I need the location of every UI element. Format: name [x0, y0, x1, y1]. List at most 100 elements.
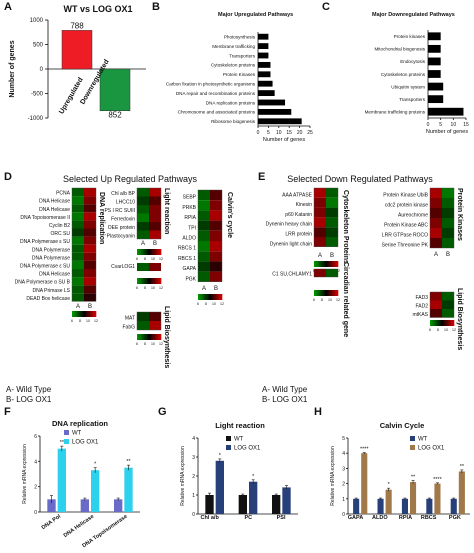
category-label: Ribosome biogenesis	[211, 119, 256, 124]
y-tick-label: 0	[40, 67, 44, 73]
colorbar-cell	[202, 294, 205, 300]
x-tick-label: Chl a/b	[200, 515, 219, 521]
x-tick-label: RBCS	[421, 515, 437, 521]
colorbar-cell	[210, 294, 212, 300]
colorbar-cell	[436, 320, 438, 326]
gene-label: p60 Katanin	[285, 212, 312, 218]
heat-cell	[149, 312, 161, 321]
data-label: 852	[108, 111, 122, 120]
colorbar-cell	[322, 261, 324, 267]
heat-cell	[210, 271, 222, 282]
colorbar-cell	[336, 261, 339, 267]
heat-cell	[149, 213, 161, 222]
significance: *	[388, 482, 391, 488]
gene-label: PGK	[185, 276, 196, 282]
gene-label: ALDO	[182, 236, 196, 242]
panel-letter-G: G	[158, 406, 167, 418]
heat-cell	[442, 208, 454, 218]
colorbar-cell	[159, 278, 162, 284]
heat-cell	[430, 188, 442, 198]
heat-cell	[210, 210, 222, 221]
colorbar-cell	[328, 261, 330, 267]
colorbar-cell	[158, 334, 161, 340]
colorbar-cell	[147, 334, 150, 340]
category-label: Transporters	[229, 53, 256, 58]
x-tick-label: 0	[257, 130, 260, 136]
bar-wt	[80, 499, 89, 512]
heat-cell	[72, 204, 84, 213]
x-tick-label: 5	[439, 122, 442, 128]
colorbar-cell	[141, 278, 144, 284]
gene-label: DNA Polymerase ε SU	[20, 264, 70, 270]
colorbar-cell	[78, 311, 80, 317]
colorbar-cell	[199, 294, 201, 300]
heat-border	[136, 311, 162, 331]
heat-cell	[84, 277, 96, 286]
y-tick-label: 2	[342, 482, 345, 488]
gene-label: OEE protein	[108, 225, 135, 231]
heat-cell	[198, 251, 210, 262]
bar-log-ox1	[361, 453, 368, 514]
heat-cell	[84, 188, 96, 197]
colorbar-cell	[446, 320, 449, 326]
gene-label: PRKB	[182, 205, 196, 211]
bar-row	[258, 61, 271, 68]
heat-cell	[137, 230, 149, 239]
colorbar-cell	[87, 311, 90, 317]
bar-row	[258, 80, 273, 87]
gene-label: DNA Polymerase α SU B	[15, 280, 71, 286]
colorbar-cell	[317, 290, 320, 296]
heat-cell	[84, 293, 96, 302]
colorbar-cell	[153, 278, 156, 284]
gene-label: PS I RC SUIII	[104, 208, 135, 214]
heat-cell	[442, 188, 454, 198]
chart-title: DNA replication	[52, 419, 108, 428]
colorbar-cell	[85, 311, 87, 317]
colorbar-cell	[138, 249, 140, 255]
y-tick-label: -1000	[28, 116, 44, 122]
bar-row	[428, 57, 441, 66]
heat-cell	[137, 196, 149, 205]
heat-cell	[84, 204, 96, 213]
heat-cell	[198, 210, 210, 221]
gene-label: FabG	[122, 325, 135, 331]
category-label: DNA repair and recombination proteins	[176, 91, 256, 96]
colorbar-cell	[449, 320, 451, 326]
colorbar-cell	[330, 261, 333, 267]
bar-row	[428, 95, 444, 104]
heat-cell	[210, 241, 222, 252]
gene-label: RPIA	[184, 215, 196, 221]
y-axis-label: Relative mRNA expression	[330, 446, 336, 506]
heat-cell	[314, 237, 326, 247]
heat-cell	[149, 222, 161, 231]
y-tick-label: 4	[192, 436, 195, 442]
colorbar-cell	[140, 249, 143, 255]
bar-log-ox1	[57, 448, 66, 512]
bar-log-ox1	[458, 471, 465, 514]
heat-cell	[314, 188, 326, 198]
heat-cell	[326, 227, 338, 237]
bar-row	[258, 108, 292, 115]
column-label: A	[202, 286, 206, 292]
heat-cell	[84, 252, 96, 261]
colorbar-tick: 6	[429, 328, 431, 332]
gene-label: LRR protein	[285, 232, 312, 238]
group-title: Light reaction	[163, 188, 170, 234]
data-label: 788	[70, 21, 84, 30]
colorbar-cell	[316, 290, 318, 296]
colorbar-cell	[315, 261, 317, 267]
panel-letter-F: F	[4, 406, 11, 418]
category-label: DNA replication proteins	[206, 100, 256, 105]
colorbar-cell	[153, 249, 156, 255]
heat-border	[313, 187, 339, 247]
heat-cell	[198, 230, 210, 241]
heat-cell	[442, 198, 454, 208]
colorbar-cell	[139, 278, 141, 284]
colorbar-cell	[322, 290, 324, 296]
colorbar-cell	[448, 320, 450, 326]
heat-cell	[72, 277, 84, 286]
y-tick-label: 1	[192, 493, 195, 499]
gene-label: DNA Polymerase	[32, 255, 70, 261]
heat-cell	[137, 321, 149, 330]
